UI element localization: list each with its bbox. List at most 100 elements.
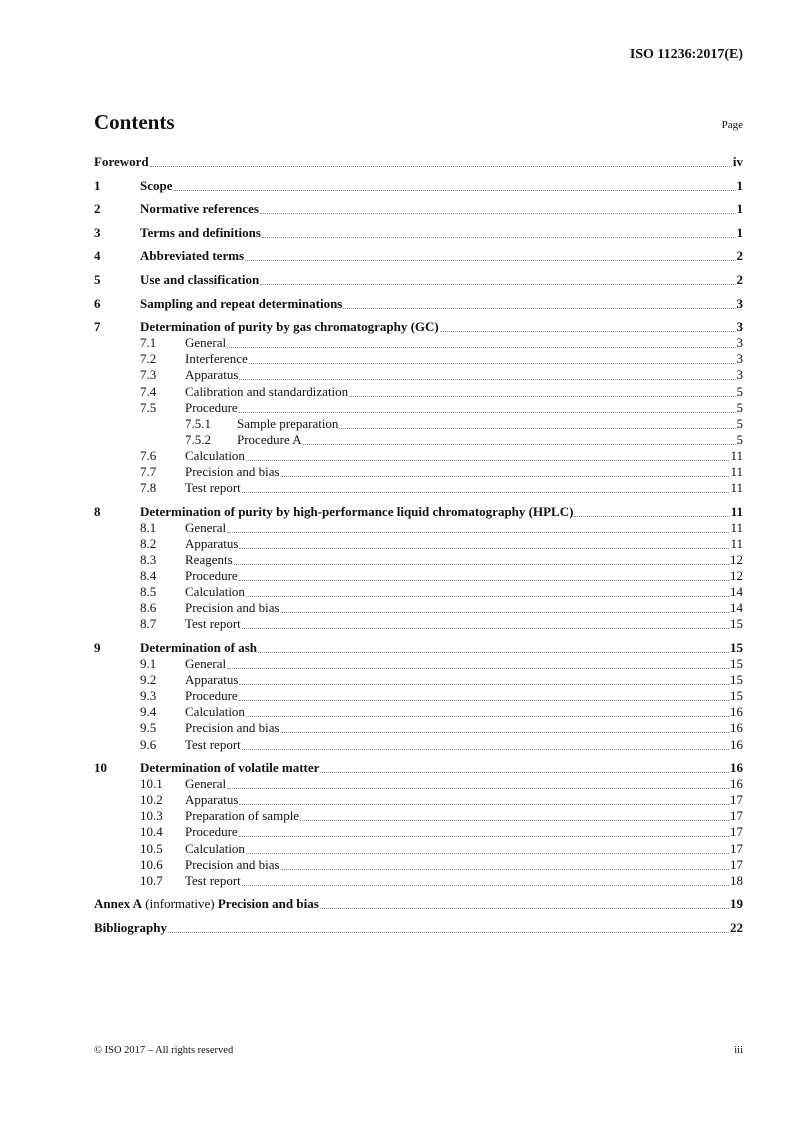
- toc-entry-page: 17: [730, 792, 743, 808]
- toc-entry-page: 14: [730, 600, 743, 616]
- dot-leader: [238, 411, 736, 413]
- toc-entry-number: 8.1: [140, 519, 157, 535]
- toc-entry[interactable]: 10.7 Test report 18: [94, 873, 743, 889]
- dot-leader: [239, 804, 729, 806]
- toc-entry[interactable]: 8.5 Calculation 14: [94, 584, 743, 600]
- dot-leader: [349, 395, 736, 397]
- toc-entry[interactable]: 7.5 Procedure 5: [94, 400, 743, 416]
- toc-entry-page: 17: [730, 808, 743, 824]
- toc-entry[interactable]: 10.3 Preparation of sample 17: [94, 808, 743, 824]
- toc-entry-number: 3: [94, 224, 101, 240]
- toc-entry-title: Normative references: [140, 201, 259, 217]
- dot-leader: [239, 684, 729, 686]
- toc-entry[interactable]: 9.5 Precision and bias 16: [94, 720, 743, 736]
- footer-page-number: iii: [734, 1045, 743, 1056]
- toc-entry-title: Apparatus: [185, 367, 239, 383]
- table-of-contents: Foreword iv 1 Scope 1 2 Normative references 1 3…: [94, 152, 743, 936]
- toc-entry[interactable]: 8.6 Precision and bias 14: [94, 600, 743, 616]
- toc-entry[interactable]: 1 Scope 1: [94, 170, 743, 194]
- page-column-label: Page: [721, 119, 743, 131]
- toc-entry-number: 8.5: [140, 584, 157, 600]
- toc-entry[interactable]: 6 Sampling and repeat determinations 3: [94, 288, 743, 312]
- toc-entry-title: Bibliography: [94, 919, 167, 935]
- toc-entry[interactable]: 7 Determination of purity by gas chromato…: [94, 312, 743, 336]
- toc-entry-title: Determination of volatile matter: [140, 760, 320, 776]
- toc-entry-page: 16: [730, 736, 743, 752]
- toc-entry[interactable]: 9.6 Test report 16: [94, 736, 743, 752]
- toc-entry-page: 5: [736, 399, 744, 415]
- toc-entry[interactable]: 10 Determination of volatile matter 16: [94, 753, 743, 777]
- toc-entry[interactable]: 10.1 General 16: [94, 776, 743, 792]
- toc-entry-number: 7.3: [140, 367, 157, 383]
- dot-leader: [245, 459, 730, 461]
- toc-entry[interactable]: 8.7 Test report 15: [94, 616, 743, 632]
- toc-entry-page: 5: [736, 431, 744, 447]
- toc-entry-number: 7.7: [140, 464, 157, 479]
- toc-entry[interactable]: 9.3 Procedure 15: [94, 688, 743, 704]
- toc-entry[interactable]: 7.6 Calculation 11: [94, 448, 743, 464]
- toc-entry[interactable]: 10.6 Precision and bias 17: [94, 857, 743, 873]
- toc-entry-number: 10.1: [140, 776, 163, 792]
- toc-entry[interactable]: 8 Determination of purity by high-perform…: [94, 496, 743, 520]
- toc-entry[interactable]: 8.3 Reagents 12: [94, 552, 743, 568]
- dot-leader: [261, 236, 736, 238]
- toc-entry-page: 3: [736, 351, 744, 367]
- toc-entry-page: 11: [730, 503, 743, 519]
- toc-entry-title: Terms and definitions: [140, 224, 261, 240]
- toc-entry-number: 9.4: [140, 704, 157, 720]
- toc-entry[interactable]: 8.4 Procedure 12: [94, 568, 743, 584]
- toc-entry[interactable]: 10.5 Calculation 17: [94, 840, 743, 856]
- toc-entry[interactable]: 7.4 Calibration and standardization 5: [94, 383, 743, 399]
- toc-entry-page: 17: [730, 840, 743, 856]
- toc-entry-number: 7.5.2: [185, 431, 211, 447]
- dot-leader: [258, 651, 729, 653]
- toc-entry[interactable]: 9.1 General 15: [94, 656, 743, 672]
- toc-entry[interactable]: Annex A (informative) Precision and bias…: [94, 889, 743, 913]
- toc-entry[interactable]: 8.2 Apparatus 11: [94, 536, 743, 552]
- toc-entry[interactable]: 7.5.1 Sample preparation 5: [94, 416, 743, 432]
- toc-entry-page: 11: [730, 447, 743, 463]
- toc-entry-title: Apparatus: [185, 535, 239, 551]
- dot-leader: [238, 700, 729, 702]
- toc-entry-title: Use and classification: [140, 271, 260, 287]
- toc-entry[interactable]: Foreword iv: [94, 152, 743, 170]
- toc-entry-title: Calculation: [185, 704, 245, 720]
- toc-entry[interactable]: 9 Determination of ash 15: [94, 632, 743, 656]
- toc-entry-title: Apparatus: [185, 792, 239, 808]
- dot-leader: [300, 820, 729, 822]
- toc-entry[interactable]: 7.5.2 Procedure A 5: [94, 432, 743, 448]
- toc-entry-number: 5: [94, 271, 101, 287]
- toc-entry[interactable]: 3 Terms and definitions 1: [94, 217, 743, 241]
- toc-entry[interactable]: 7.2 Interference 3: [94, 351, 743, 367]
- toc-entry[interactable]: 8.1 General 11: [94, 520, 743, 536]
- toc-entry-title: Determination of ash: [140, 639, 257, 655]
- toc-entry[interactable]: 7.8 Test report 11: [94, 480, 743, 496]
- toc-entry-title: Sampling and repeat determinations: [140, 295, 343, 311]
- toc-entry[interactable]: Bibliography 22: [94, 912, 743, 936]
- toc-entry-number: 10.4: [140, 824, 163, 840]
- toc-entry[interactable]: 4 Abbreviated terms 2: [94, 241, 743, 265]
- toc-entry-title: Sample preparation: [237, 415, 339, 431]
- dot-leader: [574, 515, 730, 517]
- toc-entry-page: 1: [736, 177, 744, 193]
- dot-leader: [239, 547, 730, 549]
- toc-entry-title: Procedure: [185, 688, 238, 704]
- toc-entry[interactable]: 7.3 Apparatus 3: [94, 367, 743, 383]
- dot-leader: [238, 580, 729, 582]
- toc-entry-page: iv: [732, 154, 743, 169]
- toc-entry[interactable]: 5 Use and classification 2: [94, 264, 743, 288]
- toc-entry[interactable]: 2 Normative references 1: [94, 194, 743, 218]
- toc-entry[interactable]: 10.4 Procedure 17: [94, 824, 743, 840]
- dot-leader: [227, 668, 729, 670]
- toc-entry-title: General: [185, 656, 227, 672]
- toc-entry[interactable]: 9.2 Apparatus 15: [94, 672, 743, 688]
- toc-entry-page: 11: [730, 535, 743, 551]
- toc-entry[interactable]: 7.7 Precision and bias 11: [94, 464, 743, 480]
- toc-entry-page: 15: [730, 616, 743, 632]
- toc-entry[interactable]: 7.1 General 3: [94, 335, 743, 351]
- toc-entry-page: 12: [730, 568, 743, 584]
- toc-entry-number: 7.5.1: [185, 415, 211, 431]
- toc-entry[interactable]: 10.2 Apparatus 17: [94, 792, 743, 808]
- toc-entry[interactable]: 9.4 Calculation 16: [94, 704, 743, 720]
- toc-entry-page: 11: [730, 519, 743, 535]
